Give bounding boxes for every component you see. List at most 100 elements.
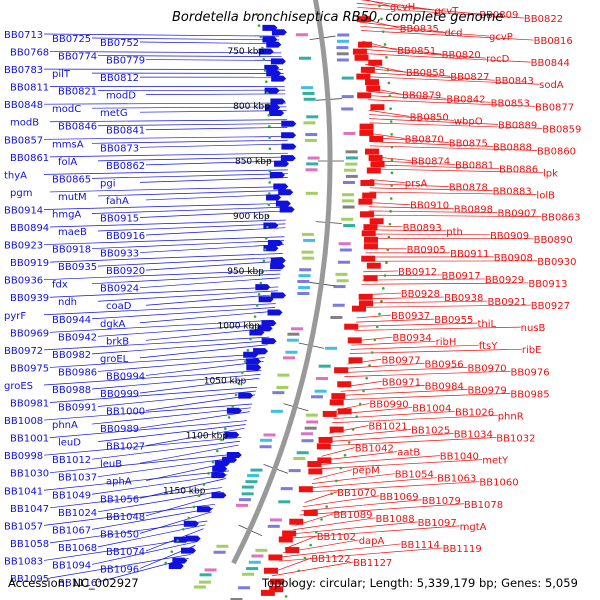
guide-dot [389,120,393,123]
callout-line [43,102,287,105]
guide-dot [387,81,391,85]
callout-line [324,437,497,447]
callout-line [320,451,398,461]
gene-label: BB0998 [4,451,43,462]
callout-line [43,437,242,456]
callout-line [49,453,236,474]
reverse-gene-arrow [270,257,286,264]
gene-label: maeB [58,227,87,238]
callout-line [97,55,282,58]
gene-label: BB0985 [510,389,549,400]
callout-line [49,119,288,123]
callout-line [366,76,540,85]
gene-label: BB0822 [524,14,563,25]
forward-gene-arrow [359,300,374,307]
gene-label: BB0809 [479,10,518,21]
guide-dot [264,237,268,240]
callout-line [49,320,273,333]
feature-band [306,115,319,119]
reverse-gene-arrow [255,284,271,291]
feature-band [338,260,351,264]
feature-band [302,256,315,260]
callout-line [91,240,285,249]
feature-band [299,268,312,272]
gene-label: BB1079 [422,496,461,507]
guide-dot [373,338,377,342]
callout-line [97,190,288,197]
reverse-gene-arrow [266,70,282,77]
guide-dot [220,438,223,442]
feature-band [277,373,290,377]
feature-band [287,332,300,336]
feature-bands [193,33,358,600]
callout-line [361,282,529,285]
callout-line [360,25,490,37]
gene-label: BB0861 [10,153,49,164]
callout-line [369,132,405,139]
forward-gene-arrow [356,16,371,23]
gene-label: ndh [58,297,77,308]
callout-line [97,89,286,91]
guide-dot [365,376,368,380]
callout-line [97,123,288,127]
forward-gene-arrow [357,41,372,48]
feature-band [301,439,314,443]
gene-label: BB0916 [106,231,145,242]
gene-label: ribH [436,337,457,348]
gene-label: hmgA [52,209,81,220]
guide-dot [388,94,392,98]
gene-label: BB0842 [446,94,485,105]
gene-label: metY [482,456,509,467]
feature-band [303,97,316,101]
forward-gene-arrow [369,135,384,142]
callout-line [43,370,262,386]
feature-band [305,133,318,137]
callout-line [332,415,498,424]
gene-label: BB0991 [58,403,97,414]
gene-label: BB0988 [52,385,91,396]
guide-dot [330,492,333,496]
forward-gene-arrow [366,85,381,92]
feature-band [269,518,282,522]
gene-label: BB0936 [4,276,43,287]
gene-label: BB0905 [407,245,446,256]
gene-label: BB0911 [450,249,489,260]
reverse-gene-arrow [270,263,286,270]
reverse-gene-arrow [281,132,297,139]
callout-line [356,2,480,15]
feature-band [343,131,356,135]
feature-band [342,193,355,197]
callout-line [356,314,392,319]
gene-label: BB0779 [106,56,145,67]
reverse-gene-arrow [269,172,285,179]
feature-band [285,350,298,354]
gene-label: BB1040 [440,452,479,463]
forward-gene-arrow [322,410,337,417]
reverse-gene-arrow [281,143,297,150]
callout-line [369,145,537,151]
guide-dot [325,505,328,508]
scale-label: 1050 kbp [204,377,247,387]
forward-gene-arrow [331,393,346,400]
callout-line [43,303,276,316]
forward-gene-arrow [329,426,344,433]
gene-label: BB0857 [4,135,43,146]
reverse-gene-arrow [168,563,184,570]
gene-label: BB0752 [100,38,139,49]
gene-label: BB1068 [58,543,97,554]
reverse-gene-arrow [274,160,290,167]
gene-label: BB0811 [10,83,49,94]
callout-line [145,227,286,236]
gene-label: wbpO [454,116,483,127]
feature-band [199,573,212,577]
gene-label: BB0858 [406,68,445,79]
gene-label: BB0835 [400,24,439,35]
gene-label: leuB [100,459,122,470]
gene-label: BB1025 [411,426,450,437]
gene-label: BB1001 [10,434,49,445]
guide-dot [385,261,388,264]
callout-line [345,366,468,373]
gene-label: BB1096 [100,564,139,575]
forward-gene-arrow [344,323,359,330]
guide-dot [347,441,351,444]
